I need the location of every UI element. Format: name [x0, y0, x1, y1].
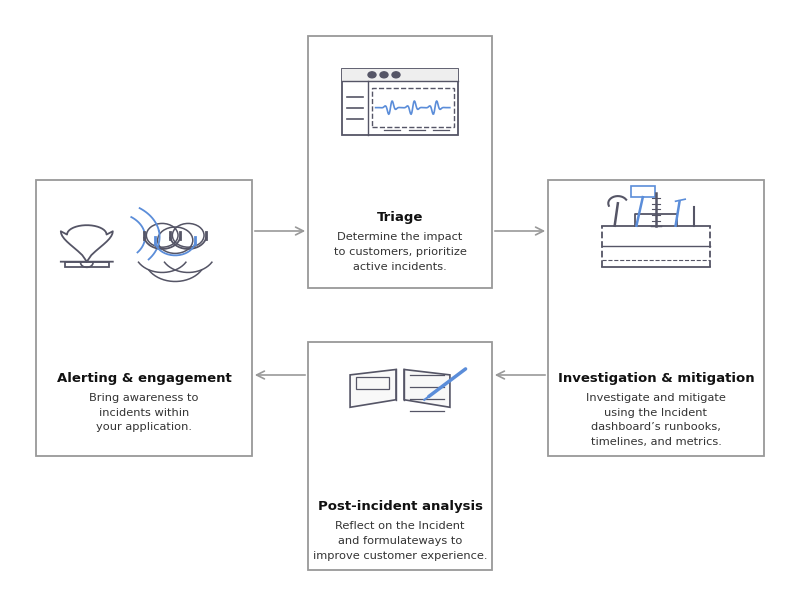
Polygon shape [404, 370, 450, 407]
FancyBboxPatch shape [308, 342, 492, 570]
Bar [342, 69, 458, 135]
Bar [356, 377, 390, 389]
Text: Determine the impact
to customers, prioritize
active incidents.: Determine the impact to customers, prior… [334, 232, 466, 272]
Text: Bring awareness to
incidents within
your application.: Bring awareness to incidents within your… [90, 393, 198, 433]
Text: Investigation & mitigation: Investigation & mitigation [558, 372, 754, 385]
Text: Reflect on the Incident
and formulateways to
improve customer experience.: Reflect on the Incident and formulateway… [313, 521, 487, 561]
FancyBboxPatch shape [308, 36, 492, 288]
Bar [631, 187, 655, 197]
Text: Alerting & engagement: Alerting & engagement [57, 372, 231, 385]
Circle shape [392, 72, 400, 78]
Polygon shape [350, 370, 396, 407]
Circle shape [380, 72, 388, 78]
Text: Investigate and mitigate
using the Incident
dashboard’s runbooks,
timelines, and: Investigate and mitigate using the Incid… [586, 393, 726, 447]
Text: Triage: Triage [377, 211, 423, 224]
Bar [65, 262, 109, 268]
FancyBboxPatch shape [36, 180, 252, 456]
Bar [342, 69, 458, 81]
Text: Post-incident analysis: Post-incident analysis [318, 500, 482, 514]
FancyBboxPatch shape [548, 180, 764, 456]
Bar [372, 88, 454, 127]
Circle shape [368, 72, 376, 78]
